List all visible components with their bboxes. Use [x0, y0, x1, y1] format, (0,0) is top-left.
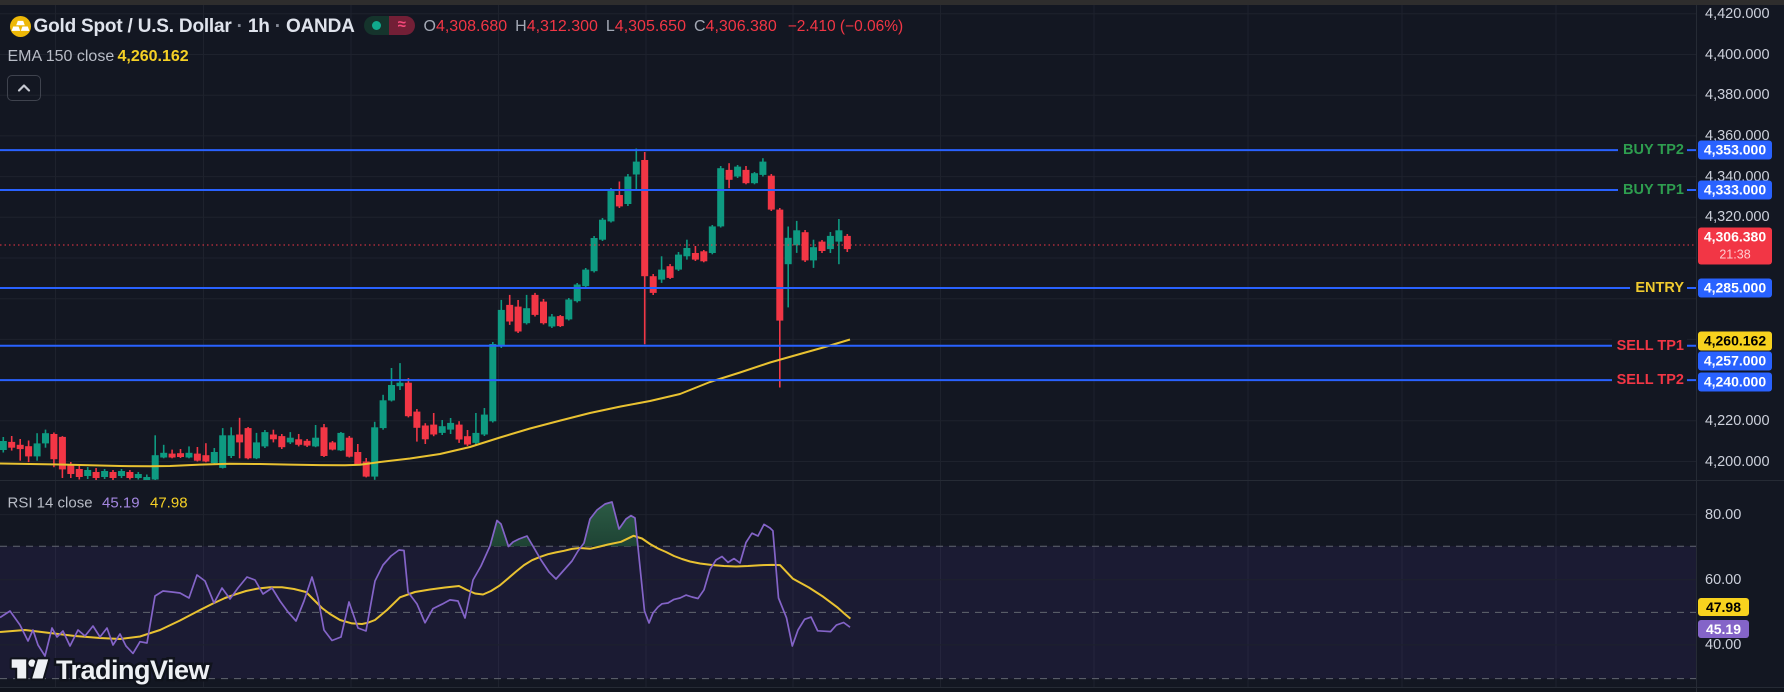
svg-text:TradingView: TradingView: [56, 655, 211, 685]
